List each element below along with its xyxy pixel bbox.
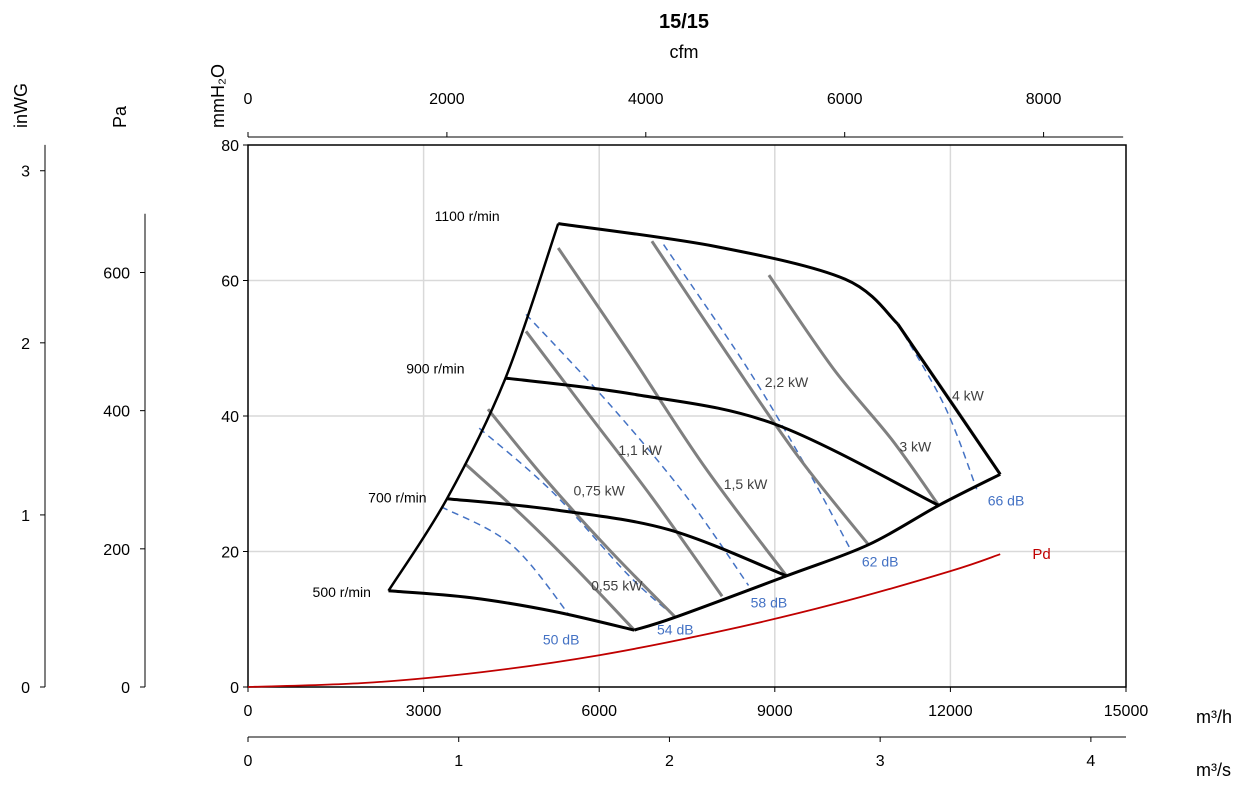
y-tick-label: 80	[221, 138, 239, 155]
curves	[247, 222, 1002, 688]
sound-label: 54 dB	[657, 621, 694, 637]
m3s-tick-label: 1	[454, 753, 463, 770]
curve-labels: 500 r/min 700 r/min 900 r/min 1100 r/min 0,5…	[313, 208, 1051, 647]
x-tick-label: 6000	[581, 703, 617, 720]
pa-axis-title: Pa	[110, 105, 130, 128]
x-tick-label: 0	[244, 703, 253, 720]
power-label: 3 kW	[899, 438, 932, 454]
power-label: 4 kW	[952, 388, 985, 404]
boundary-right	[633, 472, 1001, 632]
power-curve	[556, 247, 788, 577]
sound-label: 58 dB	[751, 594, 788, 610]
y-tick-label: 0	[230, 680, 239, 697]
grid	[248, 145, 1126, 687]
sound-curve	[478, 427, 676, 618]
pd-label: Pd	[1032, 546, 1050, 563]
power-curve	[486, 408, 677, 619]
rpm-label: 500 r/min	[313, 584, 371, 600]
cfm-tick-label: 8000	[1026, 91, 1062, 108]
x-tick-label: 9000	[757, 703, 793, 720]
rpm-label: 1100 r/min	[435, 208, 500, 224]
sound-label: 62 dB	[862, 554, 899, 570]
pa-tick-label: 400	[103, 404, 130, 421]
y-tick-label: 60	[221, 274, 239, 291]
cfm-tick-label: 2000	[429, 91, 465, 108]
x-tick-label: 3000	[406, 703, 442, 720]
power-curve	[767, 274, 940, 507]
m3s-tick-label: 3	[876, 753, 885, 770]
sound-curve	[525, 313, 750, 586]
pa-tick-label: 0	[121, 680, 130, 697]
power-label: 1,5 kW	[724, 476, 768, 492]
rpm-label: 700 r/min	[368, 489, 426, 505]
sound-label: 50 dB	[543, 632, 580, 648]
pa-tick-label: 200	[103, 542, 130, 559]
power-label: 2,2 kW	[765, 374, 809, 390]
rpm-label: 900 r/min	[406, 361, 464, 377]
inwg-tick-label: 0	[21, 680, 30, 697]
sound-label: 66 dB	[988, 493, 1025, 509]
power-label: 0,55 kW	[591, 577, 643, 593]
m3s-tick-label: 0	[244, 753, 253, 770]
power-label: 1,1 kW	[618, 442, 662, 458]
boundary-left	[387, 223, 560, 592]
x-tick-label: 12000	[928, 703, 973, 720]
m3s-tick-label: 2	[665, 753, 674, 770]
rpm-curve	[505, 376, 940, 507]
m3s-axis-title: m³/s	[1196, 760, 1231, 780]
cfm-tick-label: 0	[244, 91, 253, 108]
sound-curve	[440, 506, 571, 617]
pd-curve	[247, 553, 1001, 688]
mmh2o-axis-title: mmH₂O	[208, 64, 228, 128]
pa-tick-label: 600	[103, 265, 130, 282]
rpm-curve	[388, 589, 635, 632]
rpm-curve	[557, 222, 899, 326]
chart-title: 15/15	[659, 11, 709, 33]
power-curve	[524, 330, 724, 598]
x-tick-label: 15000	[1104, 703, 1149, 720]
inwg-tick-label: 1	[21, 508, 30, 525]
y-tick-label: 40	[221, 409, 239, 426]
power-curve	[650, 240, 870, 546]
rpm-curve	[446, 497, 788, 578]
boundary-right-top	[896, 323, 1002, 476]
cfm-axis-title: cfm	[670, 42, 699, 62]
cfm-tick-label: 4000	[628, 91, 664, 108]
inwg-axis-title: inWG	[11, 83, 31, 128]
m3h-axis-title: m³/h	[1196, 707, 1232, 727]
inwg-tick-label: 3	[21, 164, 30, 181]
cfm-tick-label: 6000	[827, 91, 863, 108]
power-curve	[463, 462, 636, 632]
power-label: 0,75 kW	[574, 483, 626, 499]
m3s-tick-label: 4	[1086, 753, 1095, 770]
y-tick-label: 20	[221, 545, 239, 562]
inwg-tick-label: 2	[21, 336, 30, 353]
